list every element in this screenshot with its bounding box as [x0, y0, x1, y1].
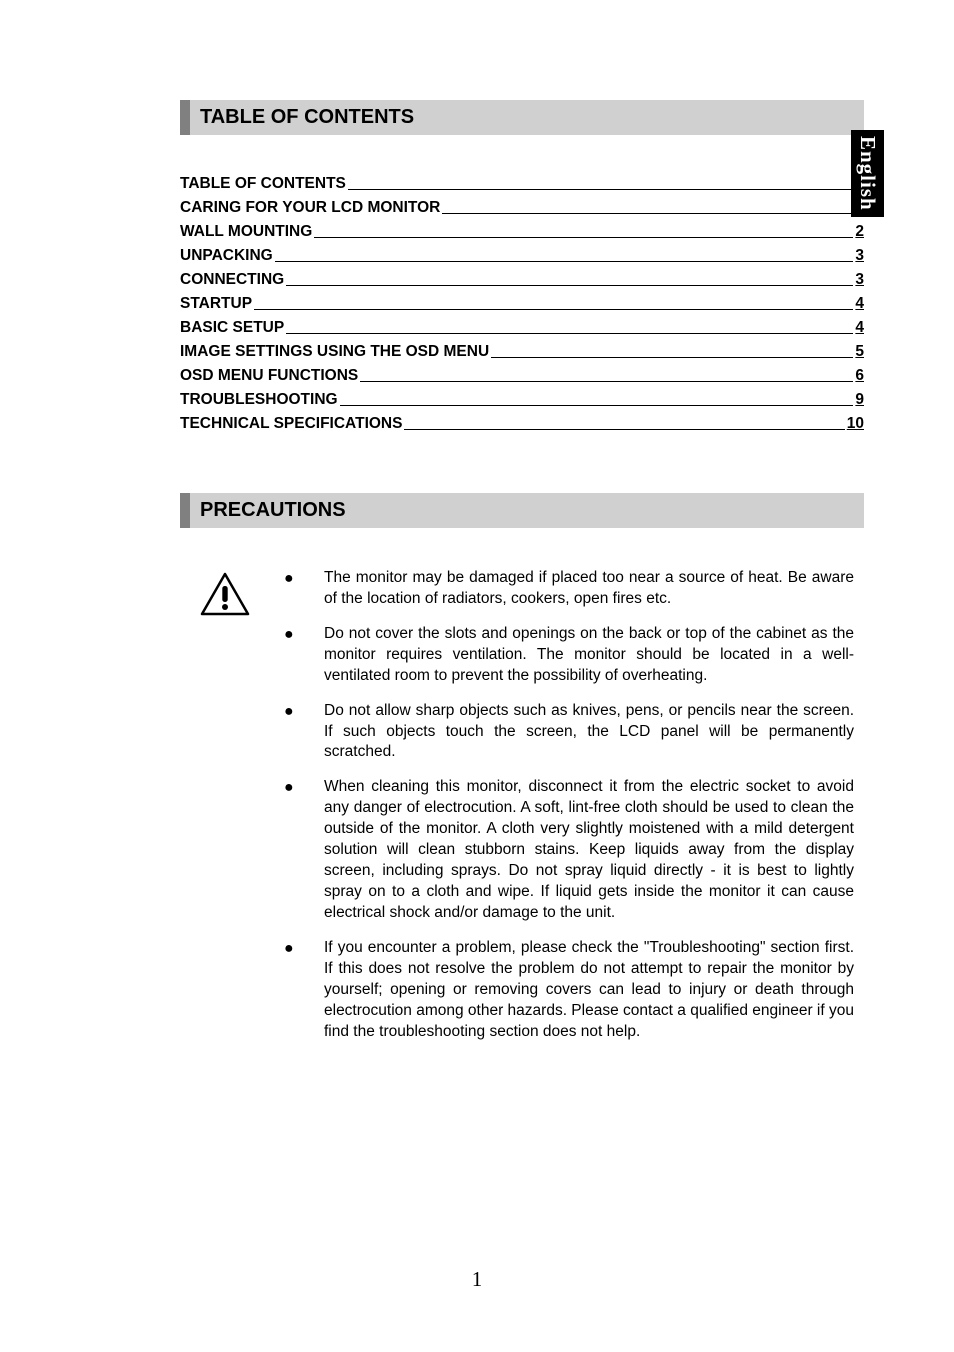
toc-label: BASIC SETUP [180, 319, 284, 337]
toc-page: 10 [847, 415, 864, 433]
toc-page: 3 [855, 247, 864, 265]
toc-row: CONNECTING 3 [180, 271, 864, 289]
toc-label: TECHNICAL SPECIFICATIONS [180, 415, 402, 433]
toc-label: CONNECTING [180, 271, 284, 289]
toc-leader [275, 261, 854, 262]
bullet-item: ● If you encounter a problem, please chec… [284, 938, 854, 1043]
language-tab: English [851, 130, 884, 217]
toc-row: TECHNICAL SPECIFICATIONS 10 [180, 415, 864, 433]
toc-label: TABLE OF CONTENTS [180, 175, 346, 193]
bullet-text: Do not allow sharp objects such as knive… [324, 701, 854, 764]
toc-label: WALL MOUNTING [180, 223, 312, 241]
toc-label: TROUBLESHOOTING [180, 391, 338, 409]
bullet-item: ● Do not cover the slots and openings on … [284, 624, 854, 687]
toc-leader [348, 189, 853, 190]
toc-leader [404, 429, 844, 430]
toc-row: IMAGE SETTINGS USING THE OSD MENU 5 [180, 343, 864, 361]
bullet-text: When cleaning this monitor, disconnect i… [324, 777, 854, 923]
toc-label: UNPACKING [180, 247, 273, 265]
toc-leader [254, 309, 853, 310]
toc-leader [314, 237, 853, 238]
toc-leader [340, 405, 854, 406]
toc-row: WALL MOUNTING 2 [180, 223, 864, 241]
toc-row: TABLE OF CONTENTS1 [180, 175, 864, 193]
toc-row: STARTUP 4 [180, 295, 864, 313]
toc-leader [360, 381, 853, 382]
toc-row: OSD MENU FUNCTIONS 6 [180, 367, 864, 385]
bullet-item: ● Do not allow sharp objects such as kniv… [284, 701, 854, 764]
bullet-dot-icon: ● [284, 938, 294, 1043]
toc-leader [286, 333, 853, 334]
bullet-dot-icon: ● [284, 777, 294, 923]
bullet-dot-icon: ● [284, 624, 294, 687]
bullet-text: The monitor may be damaged if placed too… [324, 568, 854, 610]
bullet-item: ● The monitor may be damaged if placed to… [284, 568, 854, 610]
toc-label: STARTUP [180, 295, 252, 313]
toc-label: OSD MENU FUNCTIONS [180, 367, 358, 385]
precautions-body: ● The monitor may be damaged if placed to… [180, 568, 864, 1056]
toc-heading: TABLE OF CONTENTS [180, 100, 864, 135]
toc-page: 4 [855, 295, 864, 313]
toc-list: TABLE OF CONTENTS1 CARING FOR YOUR LCD MO… [180, 175, 864, 433]
precautions-heading: PRECAUTIONS [180, 493, 864, 528]
toc-page: 5 [855, 343, 864, 361]
bullet-dot-icon: ● [284, 701, 294, 764]
toc-page: 4 [855, 319, 864, 337]
toc-leader [491, 357, 853, 358]
toc-page: 3 [855, 271, 864, 289]
toc-page: 6 [855, 367, 864, 385]
toc-leader [286, 285, 853, 286]
bullet-text: If you encounter a problem, please check… [324, 938, 854, 1043]
precautions-bullets: ● The monitor may be damaged if placed to… [284, 568, 864, 1056]
toc-row: CARING FOR YOUR LCD MONITOR2 [180, 199, 864, 217]
bullet-item: ●When cleaning this monitor, disconnect … [284, 777, 854, 923]
toc-label: IMAGE SETTINGS USING THE OSD MENU [180, 343, 489, 361]
bullet-text: Do not cover the slots and openings on t… [324, 624, 854, 687]
bullet-dot-icon: ● [284, 568, 294, 610]
toc-row: UNPACKING 3 [180, 247, 864, 265]
toc-row: BASIC SETUP 4 [180, 319, 864, 337]
toc-page: 2 [855, 223, 864, 241]
toc-label: CARING FOR YOUR LCD MONITOR [180, 199, 440, 217]
page-number: 1 [0, 1267, 954, 1292]
warning-icon [200, 568, 254, 1056]
toc-leader [442, 213, 853, 214]
toc-row: TROUBLESHOOTING 9 [180, 391, 864, 409]
toc-page: 9 [855, 391, 864, 409]
page-content: TABLE OF CONTENTS TABLE OF CONTENTS1 CARI… [0, 0, 954, 1096]
